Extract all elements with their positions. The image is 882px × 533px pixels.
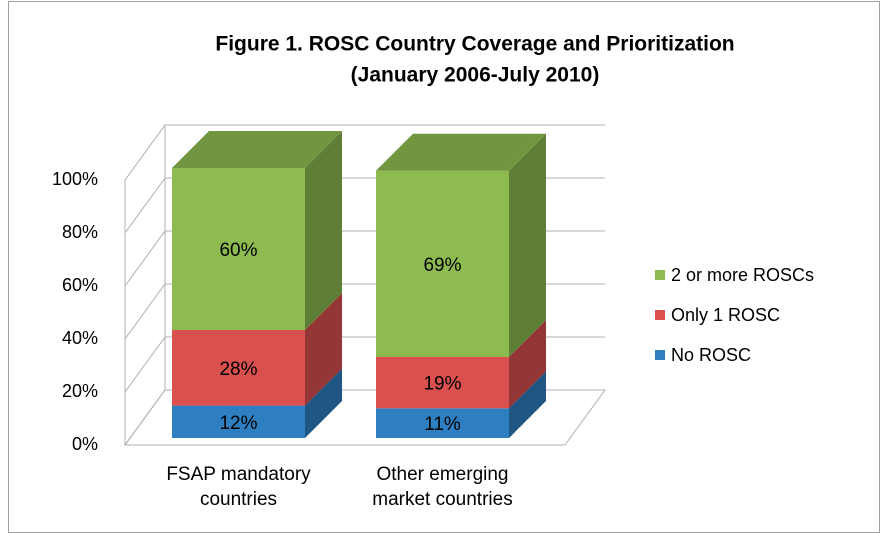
data-label: 69% [423, 255, 461, 276]
bar-top [376, 133, 546, 171]
legend-swatch [655, 310, 665, 320]
bar [172, 330, 305, 406]
x-tick-label: FSAP mandatory countries [166, 464, 311, 510]
y-tick-label: 40% [62, 328, 98, 348]
y-tick-label: 20% [62, 381, 98, 401]
bar [376, 170, 509, 357]
legend-swatch [655, 270, 665, 280]
y-tick-label: 60% [62, 275, 98, 295]
bar-side [509, 320, 546, 409]
chart-subtitle: (January 2006-July 2010) [351, 64, 600, 87]
bar [172, 405, 305, 438]
bar-side [509, 371, 546, 438]
y-tick-label: 100% [52, 169, 98, 189]
y-tick-label: 0% [72, 434, 98, 454]
bar-side [305, 131, 342, 330]
bar-top [172, 131, 342, 168]
legend-swatch [655, 350, 665, 360]
data-label: 12% [219, 413, 257, 434]
bar-side [305, 368, 342, 438]
legend-label: 2 or more ROSCs [671, 265, 814, 285]
x-tick-label: Other emerging market countries [372, 464, 513, 510]
data-label: 11% [424, 414, 461, 435]
bar [172, 168, 305, 330]
y-tick-label: 80% [62, 222, 98, 242]
bar [376, 408, 509, 438]
bar-side [305, 293, 342, 406]
data-label: 19% [423, 374, 461, 395]
data-label: 60% [219, 240, 257, 261]
grid-line [124, 124, 605, 181]
chart-title: Figure 1. ROSC Country Coverage and Prio… [215, 33, 734, 56]
bar-side [509, 133, 546, 357]
data-label: 28% [219, 359, 257, 380]
legend-label: Only 1 ROSC [671, 305, 780, 325]
bar [376, 357, 509, 409]
legend-label: No ROSC [671, 345, 751, 365]
